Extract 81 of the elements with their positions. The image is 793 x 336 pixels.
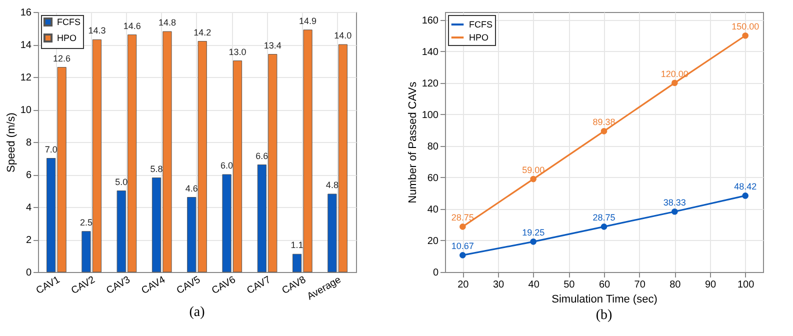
- data-label: 150.00: [732, 22, 760, 32]
- text: (b): [596, 308, 612, 323]
- y-tick-label: 4: [26, 202, 32, 214]
- data-label: 89.38: [592, 117, 616, 128]
- legend-label: HPO: [57, 33, 77, 43]
- point: [530, 238, 536, 245]
- x-tick-label: 50: [564, 280, 576, 290]
- y-tick-label: 2: [26, 235, 32, 246]
- legend-label: FCFS: [469, 20, 492, 30]
- data-label: 2.5: [80, 217, 92, 228]
- data-label: 13.4: [264, 40, 282, 50]
- y-tick-label: 6: [26, 170, 32, 181]
- y-tick-label: 0: [26, 268, 32, 278]
- data-label: 5.8: [150, 164, 163, 174]
- point: [600, 224, 608, 230]
- data-label: 48.42: [734, 182, 757, 192]
- y-axis-title: Number of Passed CAVs: [406, 81, 419, 204]
- y-tick-label: 14: [20, 40, 32, 51]
- y-tick-label: 10: [20, 105, 32, 116]
- y-tick-label: 60: [427, 172, 439, 184]
- y-tick-label: 12: [20, 72, 32, 84]
- data-label: 4.6: [185, 183, 198, 194]
- x-tick-label: CAV4: [140, 274, 168, 297]
- y-tick-label: 140: [422, 46, 439, 58]
- x-tick-label: 70: [634, 280, 646, 290]
- y-axis-title: Speed (m/s): [5, 112, 18, 172]
- point: [742, 32, 748, 39]
- data-label: 120.00: [660, 68, 688, 79]
- data-label: 19.25: [522, 228, 545, 238]
- x-tick-label: 40: [528, 280, 540, 290]
- point: [460, 252, 466, 258]
- legend-label: HPO: [469, 32, 489, 42]
- data-label: 13.0: [228, 46, 246, 57]
- data-label: 1.1: [290, 240, 304, 250]
- x-tick-label: CAV1: [34, 274, 62, 297]
- x-tick-label: CAV3: [104, 274, 133, 297]
- x-tick-label: 80: [670, 280, 682, 290]
- x-tick-label: CAV8: [280, 274, 308, 297]
- y-tick-label: 120: [422, 78, 439, 90]
- point: [460, 224, 466, 230]
- y-tick-label: 16: [20, 8, 32, 18]
- x-tick-label: 90: [704, 280, 716, 290]
- data-label: 4.8: [326, 180, 338, 190]
- data-label: 59.00: [522, 165, 545, 176]
- x-tick-label: 30: [492, 280, 504, 290]
- data-label: 7.0: [44, 144, 58, 154]
- data-label: 6.0: [220, 160, 234, 170]
- legend-label: FCFS: [57, 17, 80, 27]
- point: [672, 208, 678, 215]
- point: [672, 80, 678, 86]
- y-tick-label: 0: [432, 268, 439, 278]
- data-label: 14.9: [299, 16, 317, 26]
- data-label: 28.75: [592, 212, 616, 223]
- y-tick-label: 40: [427, 204, 439, 216]
- data-label: 38.33: [663, 198, 686, 208]
- y-tick-label: 80: [427, 141, 439, 152]
- data-label: 14.6: [123, 20, 141, 31]
- y-tick-label: 20: [427, 236, 439, 247]
- data-label: 10.67: [451, 241, 474, 252]
- point: [742, 192, 748, 199]
- y-tick-label: 160: [422, 15, 439, 26]
- point: [530, 176, 536, 182]
- x-tick-label: 100: [737, 280, 755, 290]
- data-label: 14.0: [334, 30, 352, 40]
- y-tick-label: 100: [422, 110, 439, 121]
- x-axis-title: Simulation Time (sec): [552, 294, 658, 306]
- data-label: 28.75: [451, 212, 474, 223]
- x-tick-label: 60: [598, 280, 610, 290]
- data-label: 5.0: [115, 176, 128, 187]
- x-tick-label: CAV6: [210, 274, 238, 297]
- x-tick-label: CAV2: [70, 274, 98, 297]
- data-label: 14.2: [194, 27, 212, 38]
- point: [600, 128, 608, 134]
- data-label: 14.3: [88, 26, 106, 36]
- x-tick-label: CAV5: [175, 274, 203, 297]
- data-label: 6.6: [256, 150, 268, 161]
- data-label: 14.8: [158, 18, 176, 28]
- y-tick-label: 8: [26, 138, 32, 148]
- x-tick-label: 20: [458, 280, 470, 290]
- text: (a): [189, 305, 206, 320]
- data-label: 12.6: [53, 53, 71, 64]
